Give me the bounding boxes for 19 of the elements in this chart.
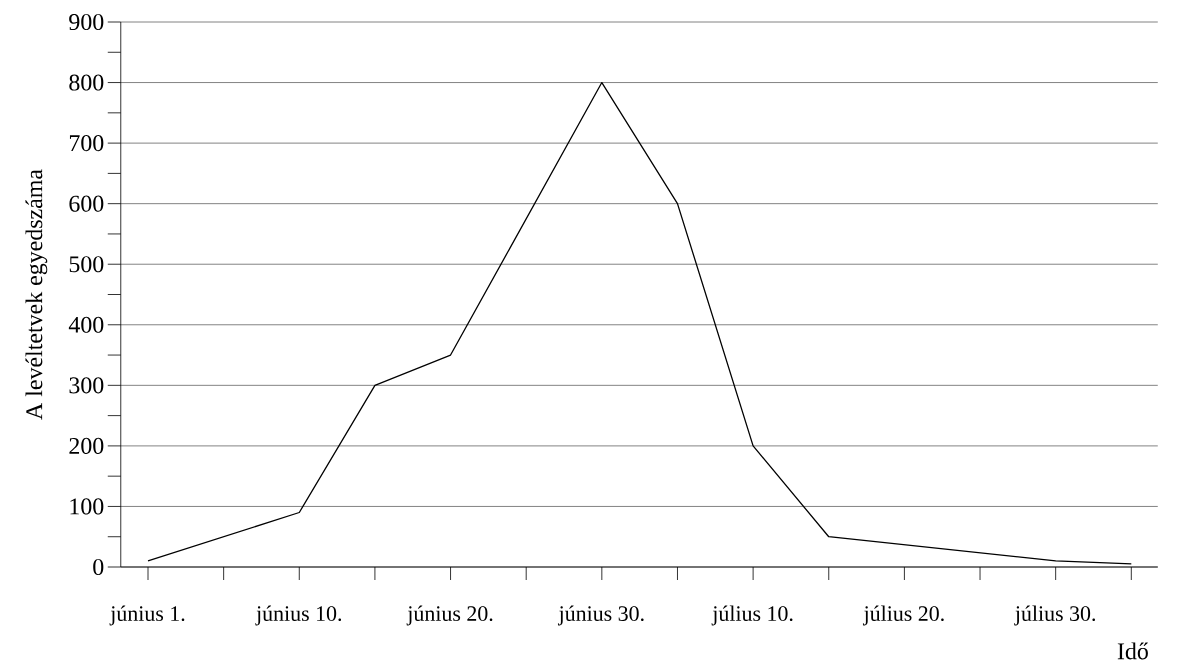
y-tick-label: 200 [69,437,104,454]
x-tick-label: július 20. [862,605,944,626]
y-tick-label: 400 [68,316,104,333]
x-tick-label: június 30. [557,605,644,626]
x-tick-label: június 10. [255,605,342,626]
y-tick-label: 100 [70,498,104,515]
y-tick-label: 600 [69,195,104,212]
y-tick-label: 700 [69,135,104,152]
y-tick-label: 0 [93,558,104,576]
x-tick-label: június 20. [406,605,493,626]
x-tick-label: július 30. [1014,605,1095,626]
y-tick-label: 800 [69,74,104,91]
x-tick-label: július 10. [711,605,793,626]
x-tick-label: június 1. [109,605,185,626]
y-axis-title: A levéltetvek egyedszáma [25,169,48,420]
y-tick-label: 900 [69,13,104,31]
y-tick-label: 500 [69,256,104,273]
y-tick-label: 300 [69,377,104,394]
x-axis-title: Idő [1117,642,1148,660]
